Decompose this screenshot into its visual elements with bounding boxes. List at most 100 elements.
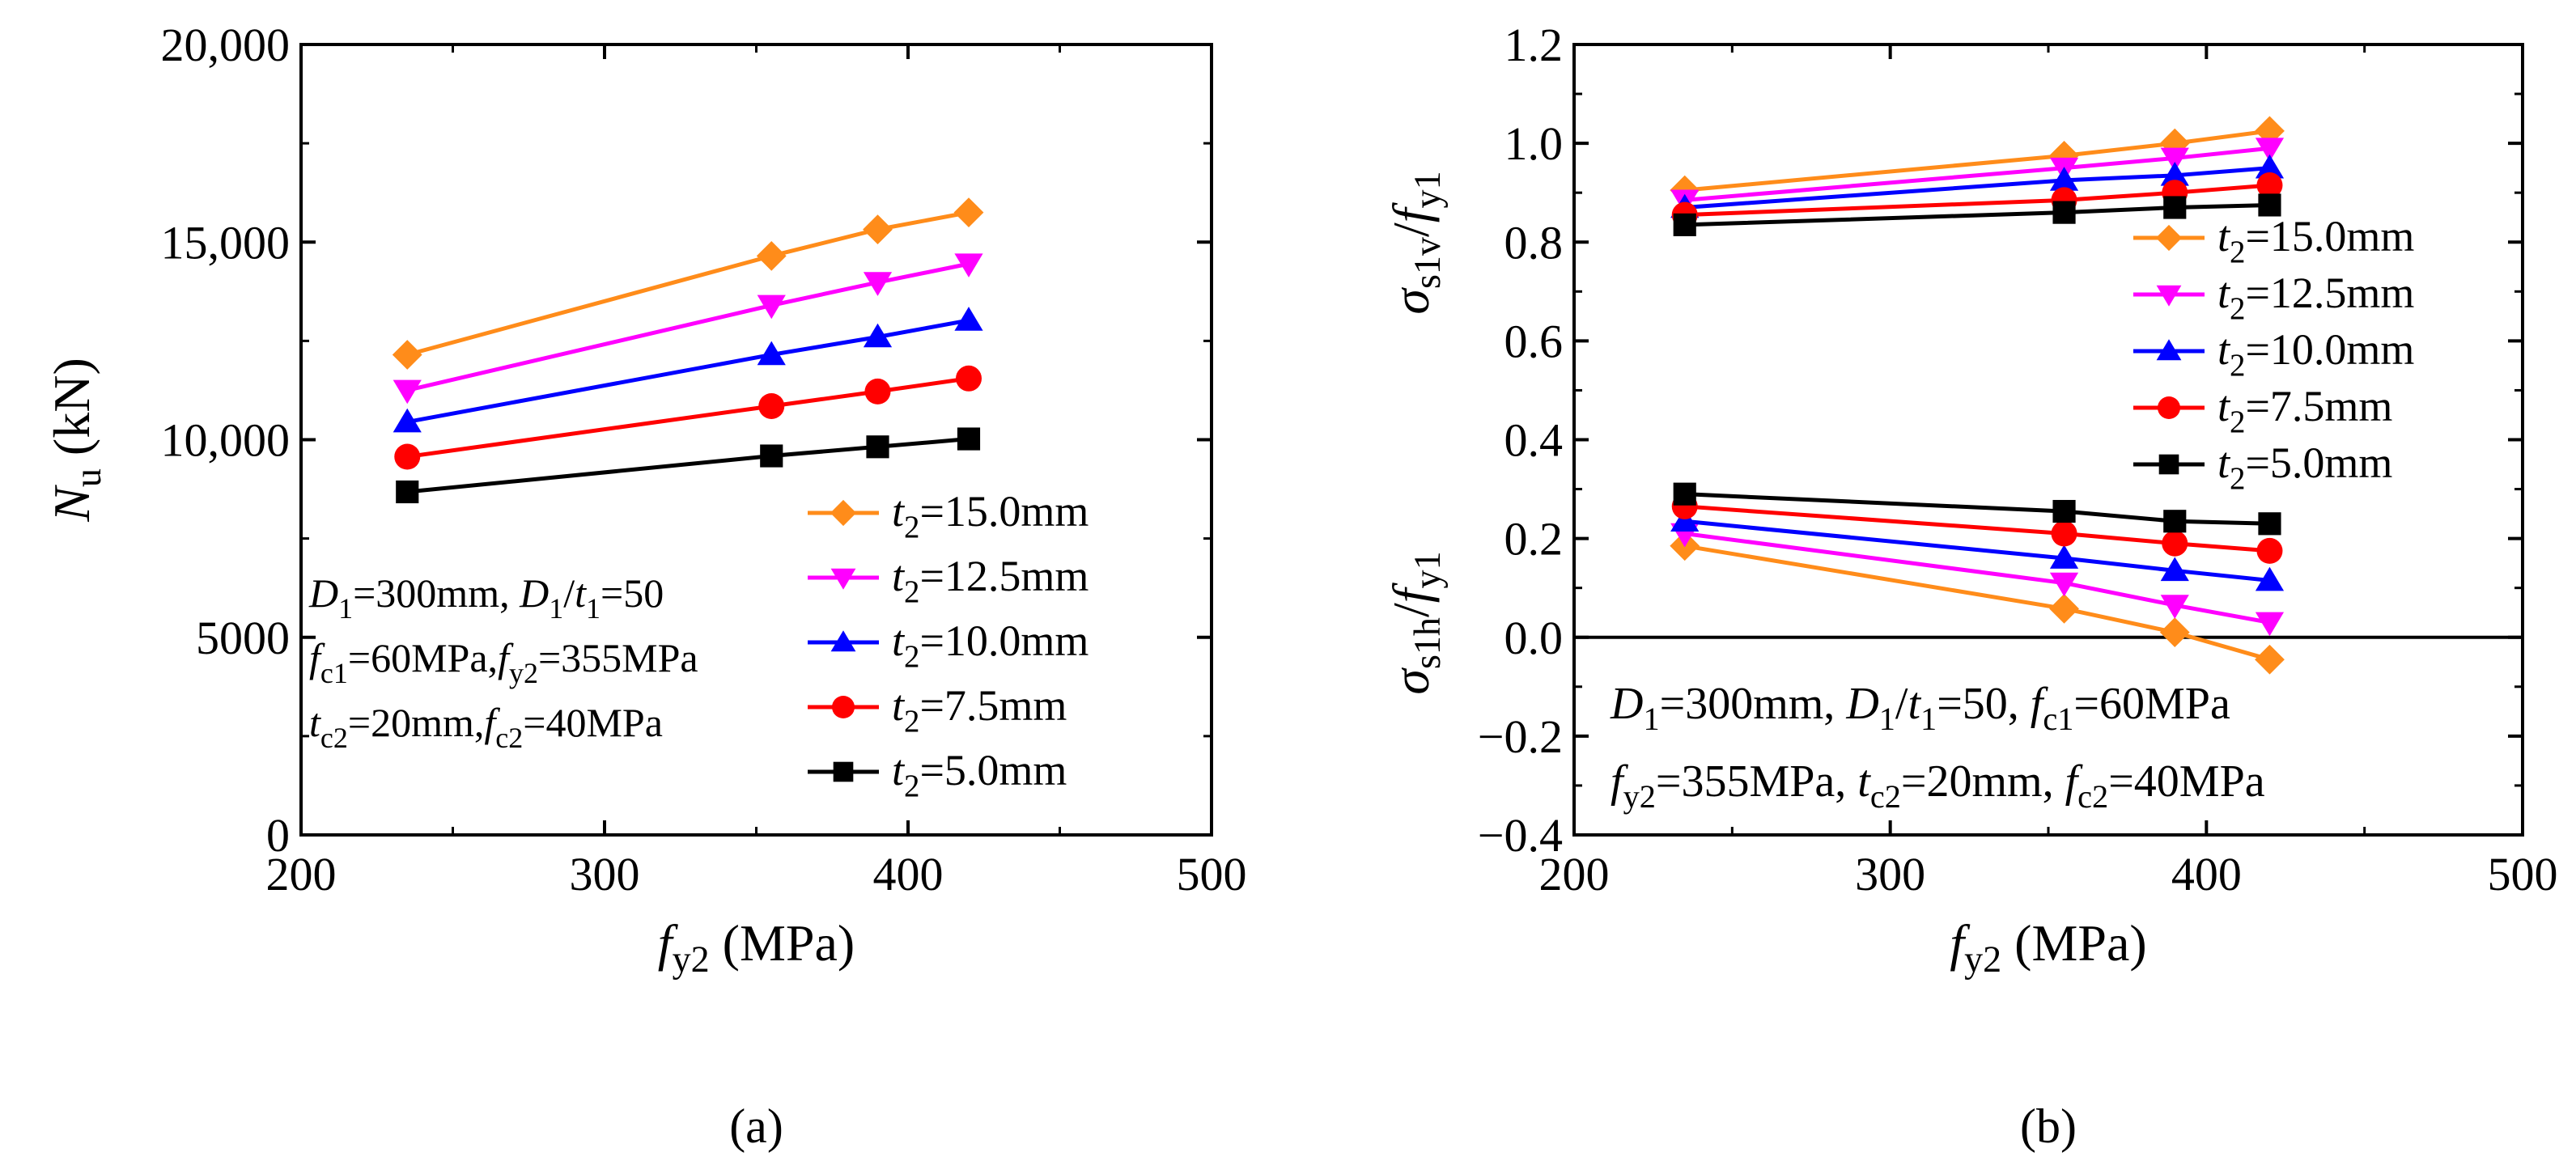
series-line-15.0mm	[406, 210, 970, 357]
series-line-15.0mm-values_hoop	[1684, 544, 2271, 662]
data-point	[757, 341, 786, 366]
annotation-part: c2	[320, 722, 348, 754]
series-line-12.5mm	[406, 261, 970, 392]
legend-eq: =	[2245, 382, 2269, 430]
annotation-part: t	[309, 700, 321, 745]
legend-eq: =	[919, 487, 944, 536]
legend-label: t2=7.5mm	[2217, 382, 2392, 439]
series-line-7.5mm-values_hoop	[1684, 504, 2270, 553]
legend-t-sub: 2	[904, 769, 919, 803]
x-tick-label: 400	[2171, 848, 2242, 900]
y-axis-symbol: N	[43, 485, 100, 523]
annotation-part: =300mm,	[1660, 679, 1847, 729]
annotation-part: D	[519, 570, 549, 616]
annotation-part: =40MPa	[2108, 756, 2265, 807]
legend-item: t2=15.0mm	[808, 487, 1089, 544]
annotation-part: t	[1857, 756, 1871, 807]
legend-value: 15.0mm	[944, 487, 1089, 536]
legend-value: 5.0mm	[2270, 438, 2393, 487]
panel-label-b: (b)	[2020, 1099, 2077, 1153]
y-axis-subscript: s1v	[1407, 236, 1448, 289]
annotation-part: =50,	[1937, 679, 2031, 729]
y-tick-label: 0.0	[1504, 612, 1564, 664]
legend-t-sub: 2	[2230, 235, 2245, 269]
data-point	[1673, 482, 1696, 506]
data-point	[957, 427, 981, 451]
data-point	[1670, 507, 1700, 532]
data-point	[2258, 512, 2281, 536]
data-point	[2163, 196, 2187, 219]
annotation-part: c2	[2077, 778, 2108, 815]
series-line-10.0mm	[406, 318, 970, 424]
legend-item: t2=5.0mm	[2133, 438, 2392, 496]
x-tick-label: 300	[1855, 848, 1925, 900]
legend-label: t2=15.0mm	[2217, 212, 2414, 269]
legend-item: t2=12.5mm	[2133, 269, 2414, 326]
legend-t: t	[892, 681, 906, 730]
x-axis-title: fy2 (MPa)	[658, 914, 855, 980]
legend-t: t	[892, 746, 906, 794]
data-point	[2255, 644, 2285, 675]
y-axis-subscript: u	[67, 468, 108, 487]
series-line-12.5mm-values_hoop	[1684, 532, 2270, 625]
series-line-12.5mm-values_vertical	[1684, 146, 2270, 202]
y-axis-symbol: σ	[1382, 667, 1440, 695]
y-axis-denominator-subscript: y1	[1407, 171, 1448, 208]
legend-eq: =	[2245, 325, 2269, 374]
legend-marker	[830, 499, 857, 527]
y-axis-unit: (kN)	[43, 358, 100, 468]
legend: t2=15.0mmt2=12.5mmt2=10.0mmt2=7.5mmt2=5.…	[2133, 212, 2414, 496]
data-point	[2163, 510, 2187, 533]
legend-eq: =	[919, 616, 944, 665]
legend-eq: =	[919, 552, 944, 600]
annotation-part: 1	[1920, 701, 1937, 737]
x-tick-label: 200	[266, 848, 337, 900]
data-point	[758, 392, 785, 419]
legend-eq: =	[2245, 269, 2269, 317]
legend-value: 12.5mm	[944, 552, 1089, 600]
legend-t: t	[2217, 382, 2231, 430]
x-axis-title: fy2 (MPa)	[1950, 914, 2146, 980]
data-point	[2051, 520, 2077, 547]
series-line-5.0mm-values_hoop	[1684, 492, 2270, 526]
panel-label-a: (a)	[729, 1099, 783, 1153]
data-point	[2258, 193, 2281, 217]
data-point	[954, 253, 983, 277]
annotation-part: c2	[495, 722, 523, 754]
data-point	[393, 408, 422, 433]
legend-t: t	[892, 552, 906, 600]
data-point	[863, 272, 893, 296]
legend-t-sub: 2	[904, 510, 919, 544]
annotation-line-2: fc1=60MPa,fy2=355MPa	[309, 635, 698, 689]
legend-t-sub: 2	[904, 639, 919, 674]
legend-t-sub: 2	[904, 704, 919, 739]
legend: t2=15.0mmt2=12.5mmt2=10.0mmt2=7.5mmt2=5.…	[808, 487, 1089, 803]
legend-value: 5.0mm	[944, 746, 1067, 794]
chart-panel-b: 200 300 400 500 −0.4 −0.2 0.0 0.2 0.4 0.6 0.8 1.0 1.…	[1382, 19, 2558, 980]
annotation-line-1: D1=300mm, D1/t1=50	[308, 570, 664, 625]
data-point	[2255, 138, 2285, 163]
x-axis-subscript: y2	[673, 938, 710, 980]
annotation-part: 1	[1643, 701, 1659, 737]
y-axis-subscript: s1h	[1407, 617, 1448, 669]
series-line-5.0mm	[407, 437, 970, 494]
annotation-part: y2	[1623, 778, 1656, 815]
legend-label: t2=7.5mm	[892, 681, 1067, 739]
y-axis-title-lower: σs1h/fy1	[1382, 551, 1448, 694]
legend-item: t2=10.0mm	[2133, 325, 2414, 383]
data-point	[2159, 617, 2190, 648]
legend-item: t2=15.0mm	[2133, 212, 2414, 269]
data-point	[954, 307, 983, 331]
legend-item: t2=7.5mm	[808, 681, 1067, 739]
annotation-part: D	[308, 570, 338, 616]
legend-marker	[832, 696, 855, 718]
legend-label: t2=10.0mm	[892, 616, 1089, 674]
annotation-part: =355MPa,	[1656, 756, 1857, 807]
data-point	[2049, 572, 2079, 597]
annotation-part: =60MPa,	[348, 635, 498, 680]
annotation-part: =60MPa	[2073, 679, 2230, 729]
legend-t: t	[892, 616, 906, 665]
annotation-line-1: D1=300mm, D1/t1=50, fc1=60MPa	[1610, 679, 2230, 737]
